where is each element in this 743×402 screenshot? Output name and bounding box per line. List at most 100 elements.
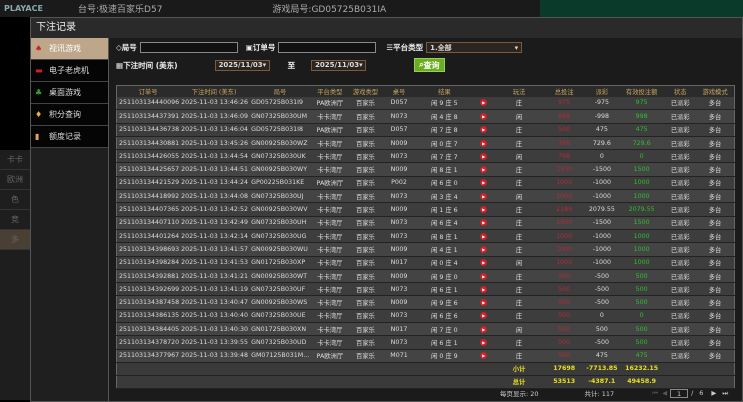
- cell: N009: [382, 242, 416, 257]
- play-video-icon[interactable]: ▶: [480, 352, 488, 360]
- page-input[interactable]: 1: [670, 388, 689, 398]
- cell: 768: [543, 136, 585, 151]
- play-video-icon[interactable]: ▶: [480, 325, 488, 333]
- play-video-icon[interactable]: ▶: [480, 139, 488, 147]
- date-from: 2025/11/03: [218, 61, 263, 69]
- cell: 500: [584, 322, 619, 337]
- prev-page-icon[interactable]: ◀: [662, 389, 668, 397]
- cell: 2079.55: [584, 202, 619, 217]
- cell: 庄: [494, 123, 544, 137]
- cell: 500: [543, 335, 585, 350]
- cell: 闲 8 庄 1: [415, 162, 473, 177]
- table-row: 251103134436738 2025-11-03 13:46:04 GD0572…: [116, 123, 735, 137]
- cell: 百家乐: [348, 229, 383, 244]
- cell: 多台: [696, 309, 735, 324]
- total-bet: 53513: [543, 375, 585, 389]
- order-input[interactable]: [278, 42, 377, 53]
- play-video-icon[interactable]: ▶: [480, 99, 488, 107]
- cell: 多台: [696, 349, 735, 363]
- play-video-icon[interactable]: ▶: [480, 299, 488, 307]
- cell: 251103134392881: [116, 269, 180, 284]
- play-video-icon[interactable]: ▶: [480, 219, 488, 227]
- first-page-icon[interactable]: ⏮: [652, 388, 659, 397]
- play-video-icon[interactable]: ▶: [480, 166, 488, 174]
- cell: 已派彩: [664, 109, 697, 124]
- play-video-icon[interactable]: ▶: [480, 206, 488, 214]
- cell: 多台: [696, 189, 735, 204]
- sidebar-item-table-games[interactable]: ♣ 桌面游戏: [31, 82, 108, 104]
- table-row: 251103134407365 2025-11-03 13:42:52 GN0092…: [116, 202, 735, 217]
- cell: 百家乐: [348, 242, 383, 257]
- clover-icon: ♣: [35, 88, 43, 97]
- replay-cell: ▶: [472, 176, 495, 191]
- platform-select[interactable]: 1.全部 ▾: [426, 42, 523, 53]
- bet-table: 订单号 下注时间 (美东) 局号 平台类型 游戏类型 桌号 结果 玩法 总投注 派彩 有效投注额 状态…: [116, 85, 735, 389]
- table-row: 251103134387458 2025-11-03 13:40:47 GN0092…: [116, 295, 735, 310]
- cell: 500: [543, 349, 585, 363]
- cell: 已派彩: [664, 96, 697, 111]
- cell: 闲 6 庄 1: [415, 335, 473, 350]
- column-header: 状态: [664, 85, 697, 97]
- cell: GP00225B031KE: [249, 176, 312, 191]
- cards-icon: ♠: [35, 44, 43, 53]
- cell: M071: [382, 349, 416, 363]
- sidebar-item-points[interactable]: ♦ 积分查询: [31, 104, 108, 126]
- sidebar-item-slots[interactable]: ▬ 电子老虎机: [31, 60, 108, 82]
- play-video-icon[interactable]: ▶: [480, 259, 488, 267]
- last-page-icon[interactable]: ⏭: [722, 388, 729, 397]
- cell: P002: [382, 176, 416, 191]
- table-row: 251103134392699 2025-11-03 13:41:19 GN0732…: [116, 282, 735, 297]
- cell: 多台: [696, 109, 735, 124]
- cell: N009: [382, 295, 416, 310]
- play-video-icon[interactable]: ▶: [480, 285, 488, 293]
- play-video-icon[interactable]: ▶: [480, 112, 488, 120]
- round-input[interactable]: [139, 42, 238, 53]
- cell: 闲 8 庄 1: [415, 229, 473, 244]
- play-video-icon[interactable]: ▶: [480, 338, 488, 346]
- cell: 卡卡湾厅: [311, 162, 349, 177]
- cell: 闲: [494, 149, 544, 164]
- cell: 已派彩: [664, 242, 697, 257]
- cell: 已派彩: [664, 162, 697, 177]
- date-to-select[interactable]: 2025/11/03 ▾: [311, 59, 367, 71]
- cell: 百家乐: [348, 322, 383, 337]
- play-video-icon[interactable]: ▶: [480, 312, 488, 320]
- cell: 2025-11-03 13:39:55: [179, 335, 250, 350]
- play-video-icon[interactable]: ▶: [480, 272, 488, 280]
- table-row: 251103134426055 2025-11-03 13:44:54 GN0732…: [116, 149, 735, 164]
- query-button[interactable]: ⌕ 查询: [414, 58, 445, 72]
- play-video-icon[interactable]: ▶: [480, 192, 488, 200]
- sidebar-item-credit[interactable]: ▮ 额度记录: [31, 126, 108, 148]
- cell: 百家乐: [348, 176, 383, 191]
- cell: 闲 9 庄 0: [415, 269, 473, 284]
- cell: 2025-11-03 13:41:21: [179, 269, 250, 284]
- cell: 庄: [494, 176, 544, 191]
- cell: 2025-11-03 13:40:40: [179, 309, 250, 324]
- play-video-icon[interactable]: ▶: [480, 245, 488, 253]
- play-video-icon[interactable]: ▶: [480, 179, 488, 187]
- play-video-icon[interactable]: ▶: [480, 152, 488, 160]
- cell: 百家乐: [348, 162, 383, 177]
- cell: 已派彩: [664, 295, 697, 310]
- platform-value: 1.全部: [430, 43, 452, 52]
- cell: 251103134398284: [116, 256, 180, 270]
- play-video-icon[interactable]: ▶: [480, 232, 488, 240]
- date-from-select[interactable]: 2025/11/03 ▾: [214, 59, 270, 71]
- cell: 百家乐: [348, 96, 383, 111]
- cell: 1000: [618, 229, 665, 244]
- bg-item: 卡卡: [0, 150, 30, 170]
- sidebar-item-live[interactable]: ♠ 视讯游戏: [31, 38, 108, 60]
- next-page-icon[interactable]: ▶: [711, 389, 717, 397]
- cell: 多台: [696, 96, 735, 111]
- cell: PA欧洲厅: [311, 349, 349, 363]
- cell: N073: [382, 309, 416, 324]
- cell: 卡卡湾厅: [311, 216, 349, 230]
- cell: 百家乐: [348, 282, 383, 297]
- replay-cell: ▶: [472, 322, 495, 337]
- cell: 768: [543, 149, 585, 164]
- play-video-icon[interactable]: ▶: [480, 126, 488, 134]
- cell: 已派彩: [664, 136, 697, 151]
- cell: 庄: [494, 349, 544, 363]
- cell: -998: [584, 109, 619, 124]
- time-label: 下注时间 (美东): [123, 60, 178, 70]
